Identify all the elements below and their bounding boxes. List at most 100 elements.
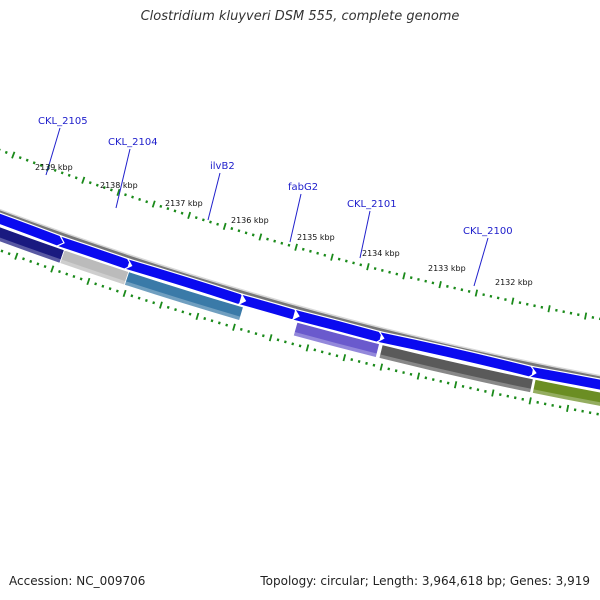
inner-tick — [409, 276, 413, 280]
gene-feature-highlight — [59, 259, 126, 285]
inner-tick — [438, 281, 442, 289]
cds-arrow — [236, 293, 297, 321]
label-leader-line — [473, 237, 489, 287]
outer-tick — [513, 396, 517, 400]
outer-tick — [29, 259, 33, 263]
outer-tick — [484, 389, 487, 393]
inner-tick — [453, 286, 456, 290]
inner-tick — [301, 247, 305, 251]
inner-tick — [424, 279, 428, 283]
outer-tick — [94, 282, 98, 286]
outer-tick — [469, 386, 472, 390]
outer-tick — [188, 312, 192, 316]
outer-tick — [453, 381, 458, 389]
outer-tick — [232, 323, 236, 331]
outer-tick — [424, 376, 428, 380]
outer-tick — [86, 277, 91, 286]
inner-tick — [547, 305, 551, 313]
inner-tick — [18, 156, 22, 160]
inner-tick — [194, 216, 198, 220]
outer-tick — [58, 270, 61, 274]
inner-tick — [380, 268, 384, 272]
outer-tick — [291, 342, 295, 346]
outer-tick — [72, 274, 76, 279]
outer-tick — [108, 287, 112, 291]
inner-tick — [88, 181, 92, 185]
gene-label-ckl-2101: CKL_2101 — [347, 199, 397, 210]
inner-tick — [511, 297, 515, 305]
inner-tick — [258, 233, 263, 241]
outer-tick — [491, 389, 495, 397]
cds-arrow — [122, 257, 244, 306]
outer-tick — [247, 330, 251, 334]
outer-tick — [0, 249, 4, 253]
gene-labels: CKL_2105 CKL_2104 ilvB2 fabG2 CKL_2101 C… — [38, 116, 513, 237]
cds-arrow-track — [0, 212, 600, 391]
outer-tick — [283, 340, 287, 344]
gene-feature-bar — [123, 271, 244, 321]
inner-tick — [337, 257, 341, 261]
outer-tick — [43, 264, 47, 269]
inner-tick — [32, 161, 36, 165]
outer-tick — [122, 289, 127, 298]
inner-tick — [180, 211, 184, 215]
outer-tick — [50, 265, 55, 273]
inner-tick — [216, 222, 220, 226]
inner-tick — [504, 298, 507, 301]
outer-tick — [22, 257, 25, 261]
inner-tick — [294, 243, 298, 251]
inner-tick — [209, 220, 212, 224]
label-leader-line — [45, 127, 61, 176]
map-title: Clostridium kluyveri DSM 555, complete g… — [140, 9, 460, 24]
outer-tick — [239, 327, 243, 331]
gene-feature-highlight — [532, 389, 600, 407]
outer-tick — [276, 338, 280, 342]
outer-tick — [476, 388, 480, 392]
outer-tick — [394, 369, 398, 373]
kbp-label-2134: 2134 kbp — [362, 249, 400, 258]
genome-summary-text: Topology: circular; Length: 3,964,618 bp… — [260, 574, 590, 588]
inner-tick — [25, 158, 29, 162]
cds-arrow — [527, 365, 600, 391]
accession-text: Accession: NC_009706 — [9, 574, 146, 588]
outer-tick — [439, 379, 443, 383]
outer-tick — [14, 252, 19, 260]
outer-tick — [461, 384, 465, 388]
gene-feature-bar — [378, 344, 534, 394]
inner-tick — [222, 222, 227, 231]
outer-tick — [225, 323, 229, 327]
outer-tick — [203, 317, 207, 321]
outer-tick — [521, 397, 525, 401]
inner-tick — [39, 163, 43, 167]
inner-tick — [81, 176, 86, 184]
outer-tick — [372, 363, 376, 367]
inner-tick — [525, 302, 529, 306]
inner-tick — [330, 253, 334, 261]
outer-tick — [342, 354, 347, 362]
outer-tick — [402, 371, 405, 375]
outer-tick — [174, 308, 177, 312]
outer-tick — [181, 310, 185, 314]
inner-tick-ring — [0, 148, 600, 321]
gene-feature-highlight — [293, 331, 378, 358]
cds-arrow — [0, 212, 67, 249]
gene-feature-highlight — [0, 237, 62, 264]
inner-tick — [474, 289, 479, 297]
outer-tick — [409, 372, 413, 376]
gene-label-ilvb2: ilvB2 — [210, 161, 235, 172]
inner-tick — [237, 229, 241, 233]
outer-tick — [166, 305, 170, 309]
outer-tick — [210, 319, 214, 323]
gene-label-ckl-2100: CKL_2100 — [463, 226, 513, 237]
inner-tick — [173, 209, 177, 213]
inner-tick — [60, 171, 64, 175]
kbp-label-2137: 2137 kbp — [165, 199, 203, 208]
outer-tick — [528, 397, 532, 405]
inner-tick — [323, 253, 327, 257]
kbp-label-2138: 2138 kbp — [100, 181, 138, 190]
kbp-label-2135: 2135 kbp — [297, 233, 335, 242]
inner-tick — [540, 305, 544, 309]
gene-feature-track — [0, 226, 600, 407]
outer-tick — [137, 296, 141, 300]
